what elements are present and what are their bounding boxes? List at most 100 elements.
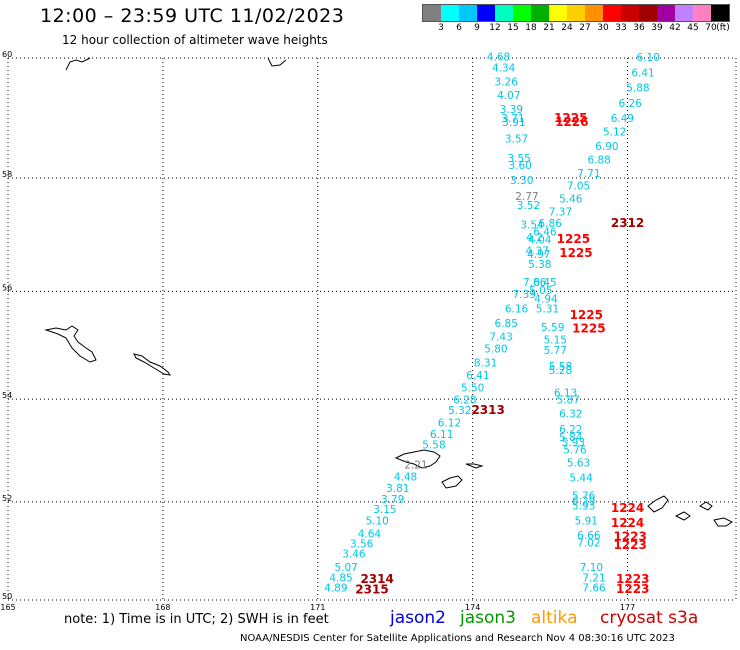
legend-tick: 12	[489, 23, 501, 33]
wave-height-label: 6.86	[538, 218, 562, 230]
pass-time-label: 2312	[611, 216, 644, 230]
wave-height-label: 5.38	[528, 259, 551, 271]
wave-height-label: 4.48	[394, 472, 417, 484]
legend-tick: 15	[507, 23, 519, 33]
legend-unit: (ft)	[716, 23, 730, 33]
legend-swatch	[531, 5, 549, 21]
wave-height-label: 5.91	[575, 515, 598, 527]
legend-swatch	[441, 5, 459, 21]
legend-tick: 33	[615, 23, 627, 33]
island-east-2	[674, 511, 691, 521]
legend-tick: 39	[651, 23, 663, 33]
wave-height-label: 5.50	[461, 382, 484, 394]
wave-height-label: 5.15	[544, 334, 567, 346]
wave-height-label: 5.80	[484, 343, 507, 355]
legend-swatch	[657, 5, 675, 21]
wave-height-label: 3.79	[381, 494, 404, 506]
satellite-altika: altika	[531, 608, 578, 628]
latitude-label: 58	[2, 170, 12, 179]
pass-time-label: 1225	[570, 308, 603, 322]
pass-time-label: 1223	[616, 582, 649, 596]
wave-height-label: 3.91	[502, 117, 525, 129]
wave-height-label: 4.89	[324, 582, 347, 594]
legend-tick: 42	[669, 23, 681, 33]
longitude-label: 165	[0, 603, 15, 612]
wave-height-label: 4.04	[528, 234, 552, 246]
wave-height-label: 5.58	[549, 361, 572, 373]
wave-height-label: 7.86	[523, 277, 547, 289]
wave-height-label: 3.81	[386, 483, 409, 495]
wave-height-label: 5.31	[536, 303, 559, 315]
wave-height-label: 4.97	[527, 249, 550, 261]
legend-tick: 24	[561, 23, 573, 33]
wave-height-label: 3.30	[510, 175, 533, 187]
wave-height-label: 6.41	[631, 67, 654, 79]
wave-height-label: 5.87	[557, 394, 580, 406]
island-east-1	[647, 495, 669, 513]
legend-swatch	[423, 5, 441, 21]
wave-height-label: 6.32	[559, 408, 582, 420]
legend-swatch	[711, 5, 729, 21]
wave-height-label: 6.49	[611, 113, 634, 125]
wave-height-label: 4.07	[497, 90, 520, 102]
wave-height-label: 3.55	[507, 153, 530, 165]
legend-tick: 70	[705, 23, 717, 33]
pass-time-label: 1223	[613, 538, 646, 552]
legend-tick: 18	[525, 23, 537, 33]
pass-time-label: 1225	[557, 232, 590, 246]
wave-height-label: 5.93	[572, 500, 595, 512]
wave-height-label: 7.37	[549, 207, 572, 219]
wave-height-label: 5.77	[544, 345, 567, 357]
wave-height-label: 6.28	[453, 394, 476, 406]
wave-height-label: 5.76	[563, 445, 587, 457]
wave-height-label: 5.58	[422, 440, 445, 452]
island-west-2	[133, 353, 172, 376]
latitude-label: 52	[2, 494, 12, 503]
latitude-label: 60	[2, 50, 12, 59]
latitude-label: 50	[2, 592, 12, 601]
wave-height-label: 6.11	[430, 429, 453, 441]
coastlines	[44, 57, 733, 527]
legend-tick: 36	[633, 23, 645, 33]
wave-height-label: 7.21	[582, 573, 605, 585]
wave-height-label: 5.44	[569, 473, 593, 485]
wave-height-label: 5.05	[529, 285, 552, 297]
pass-time-label: 1225	[559, 246, 592, 260]
pass-time-label: 1223	[613, 530, 646, 544]
wave-height-label: 5.63	[567, 457, 590, 469]
wave-height-label: 6.90	[595, 141, 618, 153]
pass-time-label: 2314	[360, 572, 393, 586]
wave-height-label: 5.07	[334, 562, 357, 574]
coastline-top-left	[65, 57, 91, 71]
wave-height-label: 6.45	[533, 277, 556, 289]
wave-height-label: 5.93	[562, 437, 585, 449]
wave-height-label: 4.37	[526, 246, 549, 258]
wave-height-label: 7.10	[580, 562, 603, 574]
legend-tick: 45	[687, 23, 699, 33]
wave-height-label: 6.41	[466, 370, 489, 382]
wave-height-label: 3.60	[508, 160, 531, 172]
legend-tick: 27	[579, 23, 591, 33]
map-subtitle: 12 hour collection of altimeter wave hei…	[62, 33, 328, 47]
island-attu	[394, 449, 441, 469]
pass-time-label: 1223	[616, 572, 649, 586]
wave-height-label: 3.15	[373, 504, 396, 516]
wave-height-label: 3.54	[520, 220, 544, 232]
longitude-label: 177	[620, 603, 635, 612]
pass-time-label: 1225	[572, 321, 605, 335]
longitude-label: 174	[465, 603, 480, 612]
wave-height-label: 5.28	[549, 365, 572, 377]
wave-height-label: 7.66	[582, 582, 606, 594]
wave-height-label: 3.46	[342, 548, 366, 560]
legend-tick: 21	[543, 23, 555, 33]
wave-height-label: 6.16	[505, 303, 529, 315]
island-small-1	[465, 463, 484, 469]
island-east-3	[699, 501, 713, 511]
latitude-label: 56	[2, 283, 12, 292]
wave-height-label: 5.76	[572, 490, 596, 502]
legend-swatch	[477, 5, 495, 21]
wave-height-label: 6.46	[533, 226, 557, 238]
island-small-2	[441, 475, 463, 489]
wave-height-label: 6.88	[587, 154, 610, 166]
